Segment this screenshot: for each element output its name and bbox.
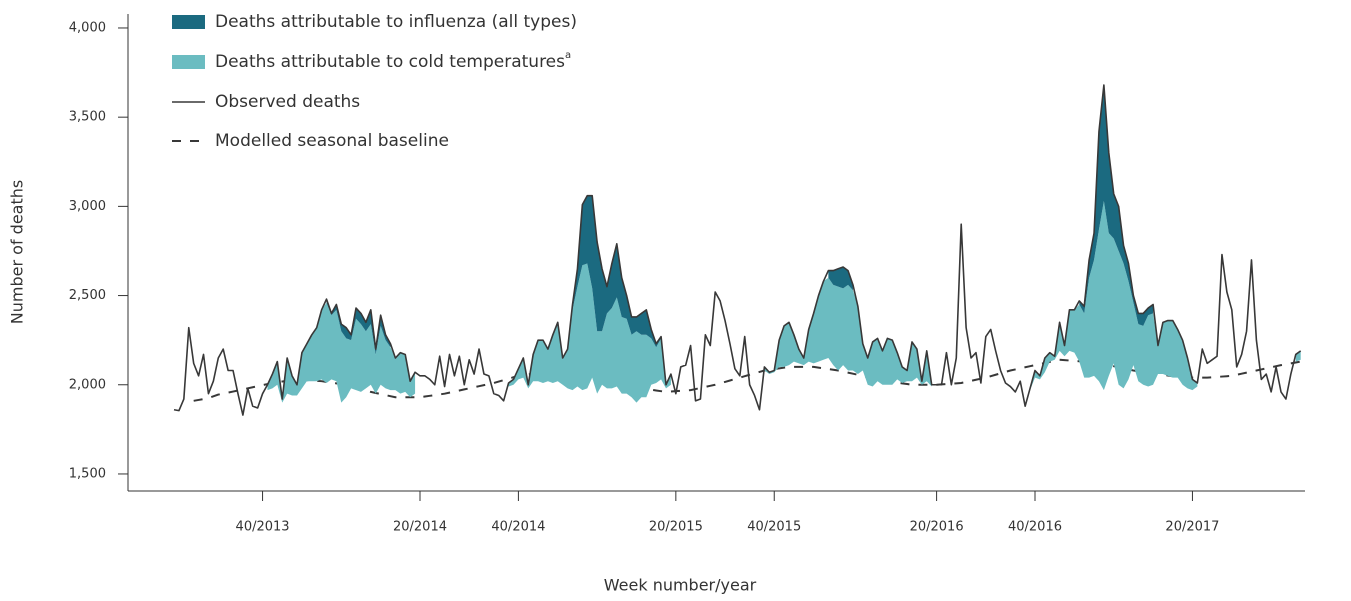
y-tick-label: 2,000 xyxy=(69,377,106,392)
observed-line xyxy=(173,84,1302,416)
cold-area xyxy=(508,263,671,403)
x-tick-label: 20/2015 xyxy=(649,520,703,535)
legend-label: Observed deaths xyxy=(215,92,360,112)
y-tick-label: 4,000 xyxy=(69,20,106,35)
x-tick-label: 40/2015 xyxy=(747,520,801,535)
x-axis-title: Week number/year xyxy=(604,576,757,595)
influenza-area xyxy=(572,195,662,348)
legend-footnote: a xyxy=(565,50,571,61)
y-tick-label: 2,500 xyxy=(69,288,106,303)
legend-label: Deaths attributable to influenza (all ty… xyxy=(215,12,577,32)
y-tick-label: 1,500 xyxy=(69,466,106,481)
legend-name: Deaths attributable to influenza (all ty… xyxy=(215,12,577,32)
legend-swatch xyxy=(172,15,205,29)
legend-label: Modelled seasonal baseline xyxy=(215,131,449,151)
cold-area xyxy=(1295,350,1301,362)
influenza-area xyxy=(1079,85,1154,326)
cold-area xyxy=(1030,201,1198,391)
legend-name: Modelled seasonal baseline xyxy=(215,131,449,151)
influenza-area xyxy=(828,267,853,291)
x-tick-label: 40/2013 xyxy=(236,520,290,535)
y-tick-label: 3,500 xyxy=(69,110,106,125)
x-tick-label: 40/2016 xyxy=(1008,520,1062,535)
cold-area xyxy=(764,277,932,387)
legend-label: Deaths attributable to cold temperatures… xyxy=(215,50,571,72)
legend-name: Observed deaths xyxy=(215,92,360,112)
x-tick-label: 20/2017 xyxy=(1165,520,1219,535)
legend-swatch xyxy=(172,55,205,69)
x-tick-label: 40/2014 xyxy=(491,520,545,535)
x-tick-label: 20/2016 xyxy=(910,520,964,535)
legend-name: Deaths attributable to cold temperatures xyxy=(215,52,565,72)
y-axis-title: Number of deaths xyxy=(8,180,27,324)
cold-area xyxy=(267,302,416,403)
x-tick-label: 20/2014 xyxy=(393,520,447,535)
y-tick-label: 3,000 xyxy=(69,199,106,214)
